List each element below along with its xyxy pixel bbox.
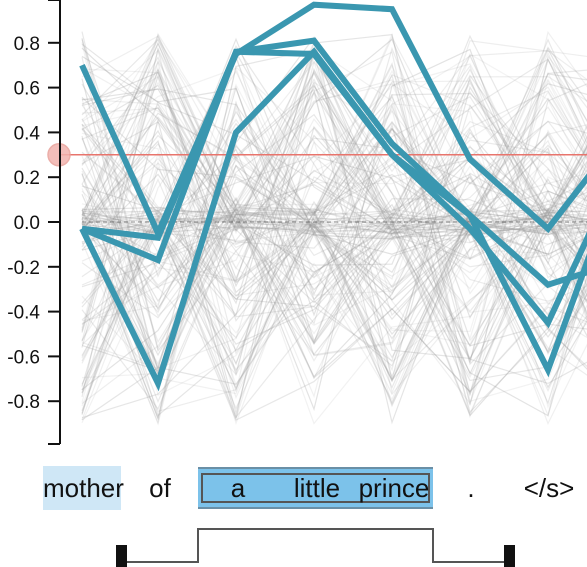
y-tick-label: -0.4: [7, 303, 40, 324]
token-6[interactable]: .: [456, 466, 486, 510]
y-tick-label: -0.8: [7, 392, 40, 413]
y-tick-label: 0.6: [14, 79, 40, 100]
selection-bracket-line: [122, 529, 510, 562]
left-range-handle[interactable]: [116, 545, 127, 567]
token-4[interactable]: little: [281, 466, 353, 510]
token-3[interactable]: a: [213, 466, 263, 510]
token-7[interactable]: </s>: [514, 466, 584, 510]
line-chart: 0.8 0.6 0.4 0.2 0.0 -0.2 -0.4 -0.6 -0.8: [0, 0, 587, 460]
right-range-handle[interactable]: [504, 545, 515, 567]
selection-bracket: [0, 507, 587, 567]
y-tick-label: 0.4: [14, 123, 41, 144]
y-tick-label: 0.8: [14, 34, 40, 55]
y-tick-label: -0.6: [7, 347, 40, 368]
token-5[interactable]: prince: [356, 466, 432, 510]
token-1[interactable]: mother: [43, 466, 121, 510]
y-tick-label: -0.2: [7, 258, 40, 279]
y-tick-label: 0.0: [14, 213, 40, 234]
y-tick-label: 0.2: [14, 168, 40, 189]
y-axis: 0.8 0.6 0.4 0.2 0.0 -0.2 -0.4 -0.6 -0.8: [7, 0, 60, 444]
token-2[interactable]: of: [138, 466, 182, 510]
